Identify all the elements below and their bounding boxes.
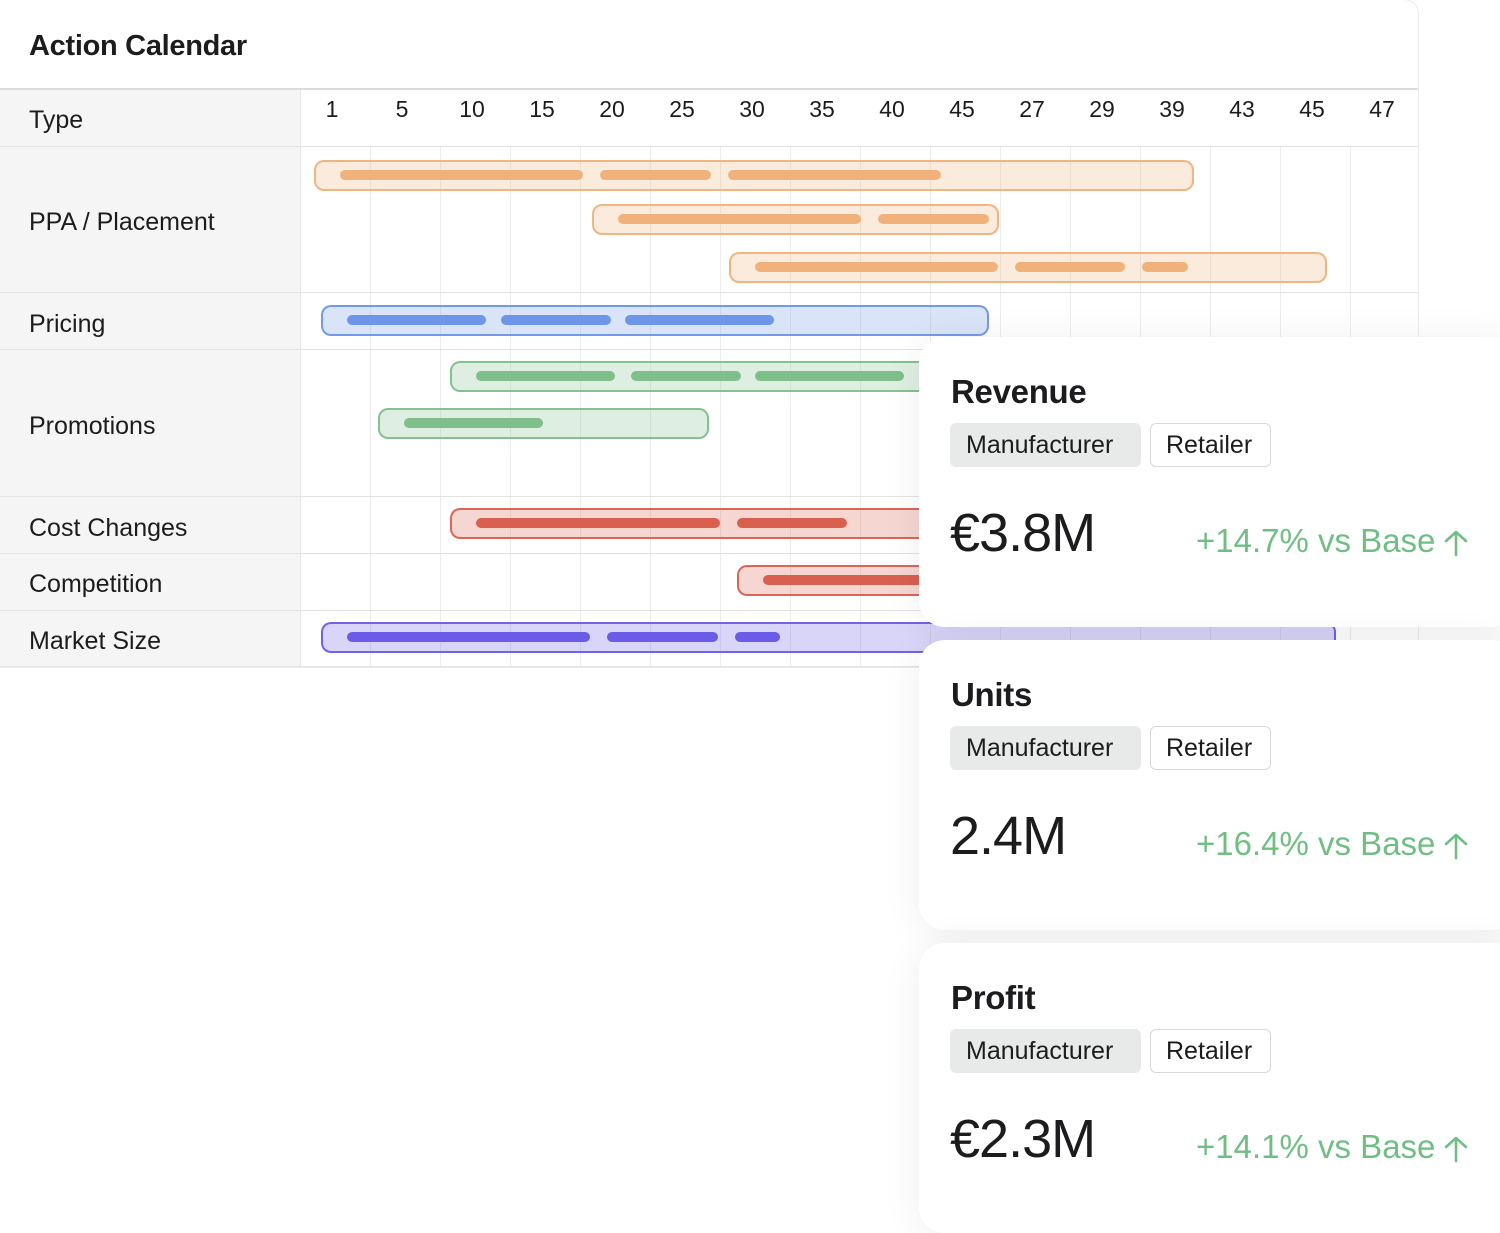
bar-segment	[625, 315, 774, 325]
bar-segment	[755, 262, 998, 272]
bar-segment	[763, 575, 930, 585]
week-tick: 20	[599, 96, 625, 122]
retailer-tab[interactable]: Retailer	[1150, 1029, 1271, 1073]
row-label-competition: Competition	[29, 570, 163, 598]
bar-segment	[476, 371, 615, 381]
manufacturer-tab[interactable]: Manufacturer	[950, 423, 1141, 467]
metric-delta: +16.4% vs Base	[1196, 824, 1469, 864]
arrow-up-icon	[1445, 833, 1468, 860]
card-title: Profit	[951, 979, 1036, 1016]
card-title: Revenue	[951, 373, 1087, 410]
metric-delta: +14.1% vs Base	[1196, 1127, 1469, 1167]
grid-line	[860, 147, 861, 667]
grid-line	[720, 147, 721, 667]
grid-line	[440, 147, 441, 667]
grid-line	[650, 147, 651, 667]
week-tick: 40	[879, 96, 905, 122]
bar-segment	[735, 632, 780, 642]
row-divider	[0, 292, 1418, 293]
metric-value: 2.4M	[950, 806, 1067, 866]
bar-segment	[1142, 262, 1188, 272]
retailer-tab[interactable]: Retailer	[1150, 423, 1271, 467]
bar-segment	[347, 315, 486, 325]
week-tick: 5	[395, 96, 409, 122]
profit-card: Profit Manufacturer Retailer €2.3M +14.1…	[919, 943, 1500, 1233]
row-divider	[0, 610, 1418, 611]
week-tick: 10	[459, 96, 485, 122]
bar-segment	[618, 214, 861, 224]
row-label-pricing: Pricing	[29, 310, 106, 338]
metric-delta: +14.7% vs Base	[1196, 521, 1469, 561]
delta-text: +16.4% vs Base	[1196, 825, 1436, 862]
card-title: Units	[951, 676, 1033, 713]
row-divider	[0, 666, 1418, 667]
bar-segment	[755, 371, 904, 381]
type-column-header: Type	[29, 106, 84, 134]
week-tick: 27	[1019, 96, 1045, 122]
grid-line	[790, 147, 791, 667]
delta-text: +14.1% vs Base	[1196, 1128, 1436, 1165]
week-tick: 30	[739, 96, 765, 122]
row-divider	[0, 553, 1418, 554]
week-tick: 43	[1229, 96, 1255, 122]
row-label-ppa-placement: PPA / Placement	[29, 208, 215, 236]
bar-segment	[501, 315, 611, 325]
bar-segment	[404, 418, 543, 428]
bar-segment	[878, 214, 989, 224]
week-tick: 1	[325, 96, 339, 122]
week-tick: 47	[1369, 96, 1395, 122]
week-tick: 29	[1089, 96, 1115, 122]
metric-value: €3.8M	[950, 503, 1096, 563]
manufacturer-tab[interactable]: Manufacturer	[950, 726, 1141, 770]
bar-segment	[476, 518, 720, 528]
week-tick: 15	[529, 96, 555, 122]
row-divider	[0, 496, 1418, 497]
type-column	[0, 90, 301, 667]
manufacturer-tab[interactable]: Manufacturer	[950, 1029, 1141, 1073]
calendar-title: Action Calendar	[29, 30, 247, 62]
bar-segment	[340, 170, 583, 180]
row-label-promotions: Promotions	[29, 412, 156, 440]
arrow-up-icon	[1445, 1136, 1468, 1163]
header-divider	[0, 88, 1418, 90]
delta-text: +14.7% vs Base	[1196, 522, 1436, 559]
arrow-up-icon	[1445, 530, 1468, 557]
action-calendar-panel: Action Calendar Type 1 5 10 15 20 25 30 35 40 45 2…	[0, 30, 1418, 667]
retailer-tab[interactable]: Retailer	[1150, 726, 1271, 770]
bar-segment	[631, 371, 741, 381]
grid-line	[370, 147, 371, 667]
revenue-card: Revenue Manufacturer Retailer €3.8M +14.…	[919, 337, 1500, 627]
bar-segment	[737, 518, 847, 528]
grid-line	[580, 147, 581, 667]
row-label-market-size: Market Size	[29, 627, 161, 655]
week-tick: 45	[949, 96, 975, 122]
bar-segment	[1015, 262, 1125, 272]
week-tick: 25	[669, 96, 695, 122]
week-tick: 35	[809, 96, 835, 122]
grid-line	[510, 147, 511, 667]
bar-segment	[600, 170, 711, 180]
bar-segment	[347, 632, 590, 642]
week-tick: 45	[1299, 96, 1325, 122]
bar-segment	[607, 632, 718, 642]
week-tick: 39	[1159, 96, 1185, 122]
row-divider	[0, 146, 1418, 147]
bar-segment	[728, 170, 941, 180]
row-label-cost-changes: Cost Changes	[29, 514, 188, 542]
row-divider	[0, 349, 1418, 350]
units-card: Units Manufacturer Retailer 2.4M +16.4% …	[919, 640, 1500, 930]
metric-value: €2.3M	[950, 1109, 1096, 1169]
